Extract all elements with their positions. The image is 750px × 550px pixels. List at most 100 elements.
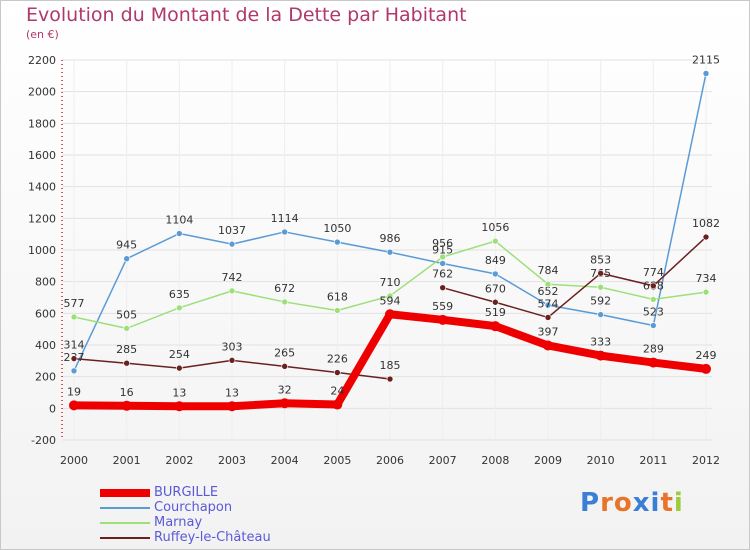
data-point: [281, 363, 288, 370]
data-point: [123, 255, 130, 263]
data-label: 289: [643, 343, 664, 356]
x-tick-label: 2000: [60, 454, 88, 467]
x-tick-label: 2009: [534, 454, 562, 467]
legend-label: Marnay: [154, 514, 203, 530]
data-point: [597, 311, 604, 318]
y-tick-label: -200: [31, 434, 56, 447]
data-point: [228, 357, 236, 364]
data-label: 986: [380, 232, 401, 245]
data-label: 742: [222, 271, 243, 284]
legend-swatch: [100, 536, 150, 539]
data-label: 710: [380, 276, 401, 289]
data-point: [334, 369, 341, 376]
legend-swatch: [100, 488, 150, 497]
data-point: [228, 287, 236, 295]
data-label: 853: [590, 253, 611, 266]
series-Courchapon: 2379451104103711141050986915849652592523…: [64, 53, 720, 375]
data-label: 523: [643, 306, 664, 319]
data-label: 592: [590, 295, 611, 308]
legend-label: Ruffey-le-Château: [154, 529, 271, 545]
data-point: [281, 298, 288, 306]
legend-item: Marnay: [100, 515, 271, 530]
y-tick-label: 800: [35, 276, 56, 289]
legend-label: BURGILLE: [154, 484, 219, 500]
y-tick-label: 1600: [28, 149, 56, 162]
legend-label: Courchapon: [154, 499, 233, 515]
legend-swatch: [100, 521, 150, 524]
data-label: 397: [538, 325, 559, 338]
data-point: [334, 307, 341, 314]
y-tick-label: 2000: [28, 86, 56, 99]
y-tick-label: 0: [49, 402, 56, 415]
legend-item: Ruffey-le-Château: [100, 530, 271, 545]
data-label: 734: [696, 272, 717, 285]
data-point: [439, 253, 446, 261]
series-line: [441, 236, 707, 319]
data-label: 1037: [218, 224, 246, 237]
data-point: [490, 321, 501, 332]
data-label: 618: [327, 290, 348, 303]
data-point: [492, 298, 499, 306]
x-tick-label: 2007: [429, 454, 457, 467]
x-tick-label: 2008: [481, 454, 509, 467]
data-label: 1050: [323, 222, 351, 235]
data-label: 670: [485, 282, 506, 295]
data-label: 635: [169, 288, 190, 301]
data-label: 314: [64, 339, 85, 352]
data-point: [123, 359, 130, 367]
data-point: [439, 260, 446, 267]
data-label: 1104: [165, 214, 193, 227]
data-label: 849: [485, 254, 506, 267]
data-point: [702, 288, 710, 296]
data-point: [650, 296, 657, 303]
x-tick-label: 2001: [113, 454, 141, 467]
data-label: 32: [278, 383, 292, 396]
data-point: [595, 350, 606, 361]
x-tick-label: 2010: [587, 454, 615, 467]
data-label: 1082: [692, 217, 720, 230]
data-point: [650, 282, 657, 290]
data-label: 13: [225, 386, 239, 399]
data-point: [597, 283, 604, 291]
legend-item: Courchapon: [100, 500, 271, 515]
x-tick-label: 2003: [218, 454, 246, 467]
data-label: 226: [327, 353, 348, 366]
y-tick-label: 600: [35, 307, 56, 320]
data-point: [544, 314, 552, 321]
data-label: 333: [590, 336, 611, 349]
data-point: [492, 270, 499, 278]
data-point: [439, 284, 446, 291]
data-point: [123, 325, 130, 332]
data-point: [544, 280, 552, 288]
data-label: 784: [538, 264, 559, 277]
data-point: [543, 340, 553, 351]
data-label: 2115: [692, 53, 720, 66]
y-tick-label: 400: [35, 339, 56, 352]
series-BURGILLE: 19 16 13 13 32 24 594 559 519 397 333 289 249: [67, 294, 717, 412]
x-tick-label: 2005: [323, 454, 351, 467]
data-label: 577: [64, 297, 85, 310]
legend-item: BURGILLE: [100, 485, 271, 500]
legend-swatch: [100, 506, 150, 509]
data-point: [492, 237, 499, 245]
data-label: 285: [116, 343, 137, 356]
y-tick-label: 1800: [28, 117, 56, 130]
data-label: 505: [116, 308, 137, 321]
data-label: 16: [120, 386, 134, 399]
y-tick-label: 1200: [28, 212, 56, 225]
data-label: 559: [432, 300, 453, 313]
data-point: [702, 70, 710, 77]
x-tick-label: 2011: [639, 454, 667, 467]
data-point: [386, 248, 394, 256]
data-point: [174, 401, 185, 412]
y-tick-label: 1400: [28, 181, 56, 194]
series-Ruffey-le-Château: 314 285 254 303 265 226 185 762 670 574 853 774 1082: [64, 217, 720, 383]
data-label: 956: [432, 237, 453, 250]
data-point: [70, 367, 78, 375]
data-label: 19: [67, 385, 81, 398]
data-label: 915: [432, 243, 453, 256]
data-label: 265: [274, 346, 295, 359]
data-point: [176, 364, 183, 372]
data-label: 13: [172, 386, 186, 399]
